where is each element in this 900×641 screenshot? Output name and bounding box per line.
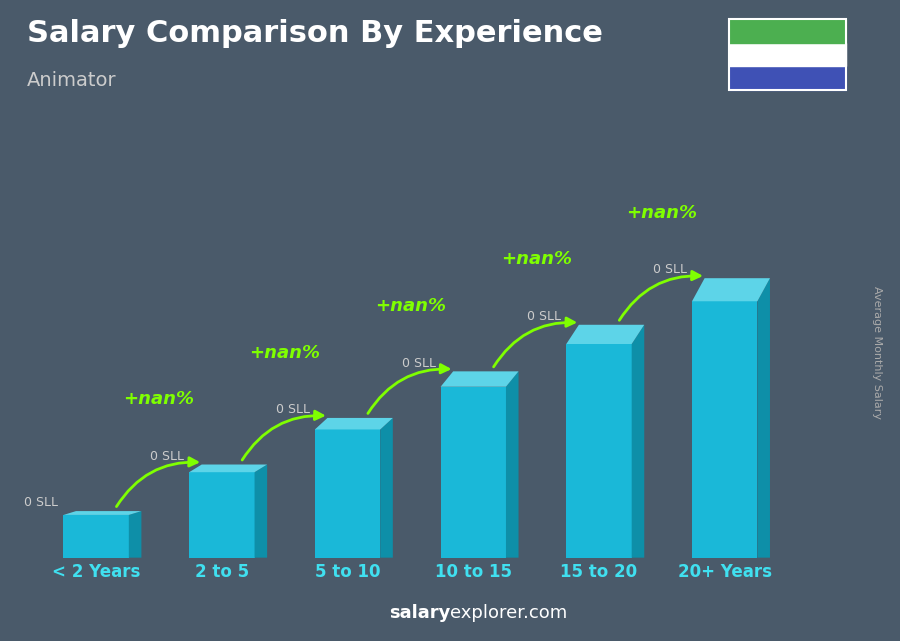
Polygon shape xyxy=(692,278,770,301)
Text: salary: salary xyxy=(389,604,450,622)
Text: Animator: Animator xyxy=(27,71,117,90)
Bar xyxy=(441,387,506,558)
Polygon shape xyxy=(315,418,392,429)
Text: Average Monthly Salary: Average Monthly Salary xyxy=(872,286,883,419)
Text: +nan%: +nan% xyxy=(626,204,698,222)
Text: 0 SLL: 0 SLL xyxy=(24,496,58,510)
Bar xyxy=(729,19,846,43)
Text: +nan%: +nan% xyxy=(123,390,194,408)
Polygon shape xyxy=(441,371,518,387)
Text: 0 SLL: 0 SLL xyxy=(527,310,562,323)
Text: explorer.com: explorer.com xyxy=(450,604,567,622)
Text: 0 SLL: 0 SLL xyxy=(276,403,310,416)
Bar xyxy=(566,344,632,558)
Polygon shape xyxy=(255,465,267,558)
Bar xyxy=(729,66,846,90)
Bar xyxy=(692,301,758,558)
Text: 0 SLL: 0 SLL xyxy=(150,450,184,463)
Text: +nan%: +nan% xyxy=(500,251,572,269)
Bar xyxy=(315,429,381,558)
Text: Salary Comparison By Experience: Salary Comparison By Experience xyxy=(27,19,603,48)
Text: 0 SLL: 0 SLL xyxy=(653,263,687,276)
Polygon shape xyxy=(506,371,518,558)
Bar xyxy=(64,515,129,558)
Polygon shape xyxy=(64,511,141,515)
Polygon shape xyxy=(632,325,644,558)
Polygon shape xyxy=(758,278,770,558)
Bar xyxy=(189,472,255,558)
Text: +nan%: +nan% xyxy=(249,344,320,362)
Polygon shape xyxy=(129,511,141,558)
Text: 0 SLL: 0 SLL xyxy=(401,356,436,370)
Bar xyxy=(729,43,846,66)
Polygon shape xyxy=(566,325,644,344)
Polygon shape xyxy=(189,465,267,472)
Text: +nan%: +nan% xyxy=(375,297,446,315)
Polygon shape xyxy=(381,418,392,558)
